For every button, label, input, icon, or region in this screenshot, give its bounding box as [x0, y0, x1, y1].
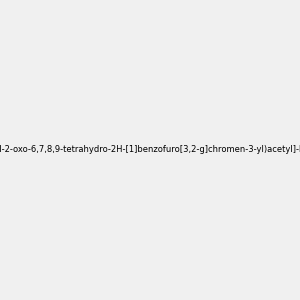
- Text: N-[(4-methyl-2-oxo-6,7,8,9-tetrahydro-2H-[1]benzofuro[3,2-g]chromen-3-yl)acetyl]: N-[(4-methyl-2-oxo-6,7,8,9-tetrahydro-2H…: [0, 146, 300, 154]
